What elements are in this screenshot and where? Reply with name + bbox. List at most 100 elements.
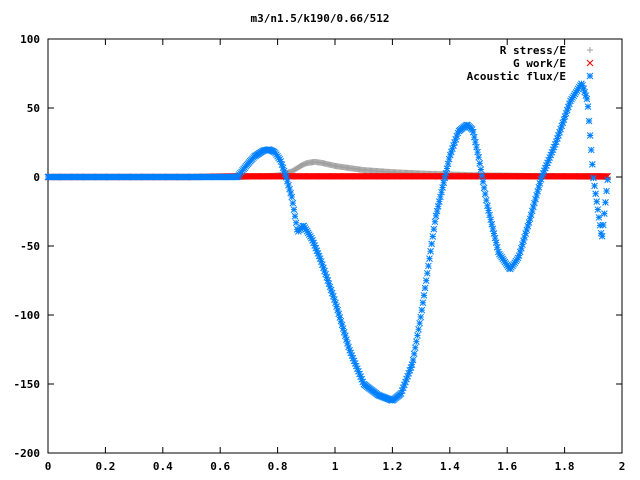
acoustic-flux-point <box>559 119 567 127</box>
acoustic-flux-point <box>601 210 608 218</box>
acoustic-flux-point <box>324 277 332 284</box>
acoustic-flux-point <box>313 247 321 255</box>
acoustic-flux-point <box>420 292 428 299</box>
acoustic-flux-point <box>327 286 335 294</box>
acoustic-flux-point <box>582 92 590 99</box>
acoustic-flux-point <box>482 196 490 204</box>
x-tick-label: 0.6 <box>210 460 230 473</box>
x-tick-label: 1.4 <box>440 460 460 473</box>
acoustic-flux-point <box>443 165 451 172</box>
acoustic-flux-point <box>344 339 351 347</box>
legend-label-r-stress: R stress/E <box>500 44 566 57</box>
acoustic-flux-point <box>291 212 299 220</box>
acoustic-flux-point <box>472 138 479 146</box>
acoustic-flux-point <box>290 206 298 214</box>
acoustic-flux-point <box>528 207 536 215</box>
series-layer <box>44 80 612 404</box>
acoustic-flux-point <box>486 211 493 219</box>
acoustic-flux-point <box>474 148 481 156</box>
x-tick-label: 0.8 <box>268 460 288 473</box>
acoustic-flux-point <box>470 133 478 141</box>
acoustic-flux-point <box>409 356 417 364</box>
acoustic-flux-point <box>529 203 537 211</box>
acoustic-flux-point <box>348 352 356 359</box>
acoustic-flux-point <box>549 146 557 154</box>
acoustic-flux-point <box>440 179 448 187</box>
acoustic-flux-point <box>492 239 500 247</box>
acoustic-flux-point <box>399 384 407 392</box>
acoustic-flux-point <box>451 139 458 146</box>
acoustic-flux-point <box>341 332 349 340</box>
acoustic-flux-point <box>416 319 423 327</box>
axis-ticks <box>47 38 623 454</box>
acoustic-flux-point <box>484 202 491 210</box>
acoustic-flux-point <box>444 160 452 168</box>
acoustic-flux-point <box>598 232 606 240</box>
acoustic-flux-point <box>435 198 443 206</box>
y-tick-label: -50 <box>20 240 40 253</box>
acoustic-flux-point <box>480 184 488 192</box>
acoustic-flux-point <box>422 277 430 285</box>
acoustic-flux-point <box>339 325 347 332</box>
acoustic-flux-point <box>408 361 416 368</box>
legend-label-acoustic-flux: Acoustic flux/E <box>467 70 566 83</box>
acoustic-flux-point <box>438 188 445 196</box>
acoustic-flux-point <box>322 270 329 278</box>
acoustic-flux-point <box>523 226 531 234</box>
acoustic-flux-point <box>604 176 612 184</box>
acoustic-flux-point <box>447 148 455 156</box>
acoustic-flux-point <box>413 338 420 345</box>
acoustic-flux-point <box>562 109 570 117</box>
acoustic-flux-point <box>357 373 364 380</box>
y-tick-label: 0 <box>33 171 40 184</box>
acoustic-flux-point <box>277 158 285 165</box>
acoustic-flux-point <box>468 126 476 133</box>
acoustic-flux-point <box>404 372 411 380</box>
acoustic-flux-point <box>481 190 489 198</box>
acoustic-flux-point <box>485 207 492 214</box>
acoustic-flux-point <box>406 367 414 374</box>
acoustic-flux-point <box>353 365 361 373</box>
acoustic-flux-point <box>415 325 422 333</box>
acoustic-flux-point <box>418 306 426 314</box>
acoustic-flux-point <box>289 199 297 207</box>
acoustic-flux-point <box>487 216 495 224</box>
acoustic-flux-point <box>278 161 286 168</box>
acoustic-flux-point <box>546 154 554 161</box>
acoustic-flux-point <box>442 169 450 177</box>
acoustic-flux-point <box>478 172 486 179</box>
acoustic-flux-point <box>331 296 338 303</box>
acoustic-flux-point <box>581 88 589 96</box>
acoustic-flux-point <box>319 261 326 269</box>
acoustic-flux-point <box>536 179 544 187</box>
acoustic-flux-point <box>473 143 480 151</box>
acoustic-flux-point <box>602 199 609 206</box>
acoustic-flux-point <box>491 234 499 242</box>
acoustic-flux-point <box>514 254 522 262</box>
acoustic-flux-point <box>590 174 597 182</box>
acoustic-flux-point <box>566 100 573 108</box>
acoustic-flux-point <box>311 242 319 249</box>
acoustic-flux-point <box>537 176 545 183</box>
acoustic-flux-point <box>282 173 290 181</box>
acoustic-flux-point <box>595 214 603 221</box>
chart-title: m3/n1.5/k190/0.66/512 <box>250 12 389 25</box>
acoustic-flux-point <box>336 314 344 321</box>
acoustic-flux-point <box>280 167 288 175</box>
acoustic-flux-point <box>326 283 334 291</box>
acoustic-flux-point <box>429 233 437 240</box>
acoustic-flux-point <box>403 375 410 383</box>
acoustic-flux-point <box>560 116 568 123</box>
acoustic-flux-point <box>522 230 530 237</box>
acoustic-flux-point <box>356 370 363 378</box>
acoustic-flux-point <box>441 174 449 182</box>
acoustic-flux-point <box>524 222 532 230</box>
acoustic-flux-point <box>293 226 301 233</box>
acoustic-flux-point <box>476 160 484 167</box>
legend-label-g-work: G work/E <box>513 57 566 70</box>
acoustic-flux-point <box>351 360 359 367</box>
acoustic-flux-point <box>431 218 439 226</box>
acoustic-flux-point <box>288 193 296 201</box>
acoustic-flux-point <box>592 190 599 198</box>
